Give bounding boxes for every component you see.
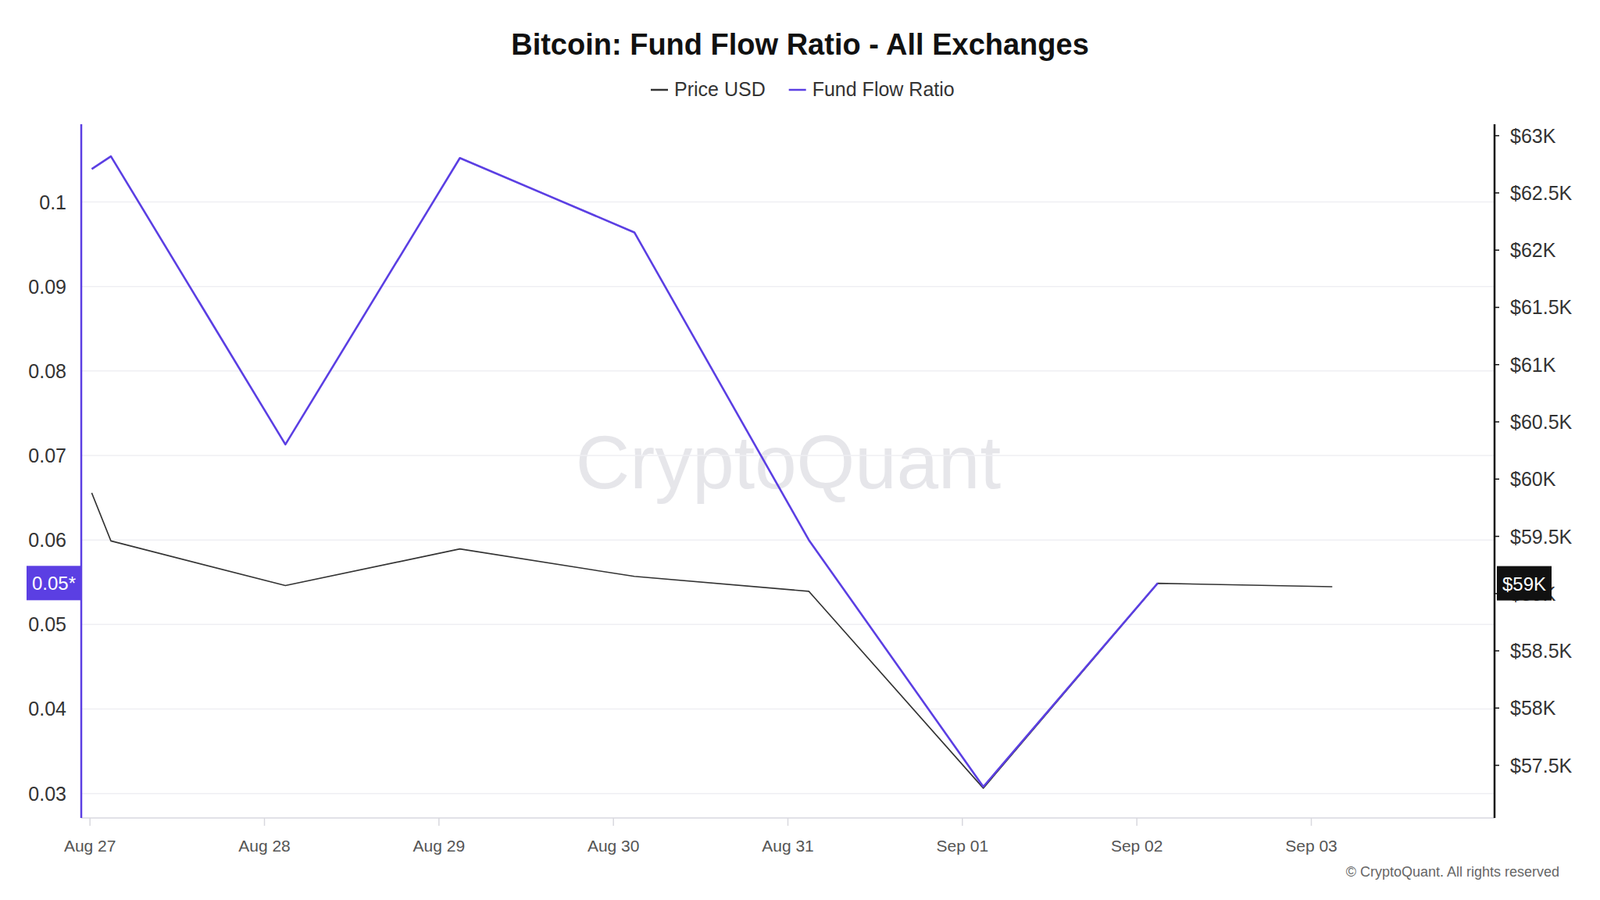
y-tick-label: 0.03 xyxy=(28,782,67,805)
series-line xyxy=(91,156,1158,787)
grid-line xyxy=(81,370,1495,372)
y-tick-label: 0.07 xyxy=(28,444,67,467)
value-marker-label: 0.05* xyxy=(32,572,76,594)
y2-tick-label: $58.5K xyxy=(1510,639,1573,662)
x-tick-label: Aug 27 xyxy=(64,836,117,855)
legend-swatch xyxy=(650,89,668,92)
grid-line xyxy=(81,624,1495,626)
y-tick-label: 0.05 xyxy=(28,613,67,636)
x-tick xyxy=(787,817,790,826)
x-tick-label: Aug 31 xyxy=(761,836,815,855)
x-tick xyxy=(612,817,615,826)
x-tick xyxy=(264,817,266,826)
x-tick xyxy=(1310,817,1313,826)
y2-tick-label: $60.5K xyxy=(1510,410,1573,433)
grid-line xyxy=(81,201,1495,204)
legend: Price USD Fund Flow Ratio xyxy=(650,78,955,100)
plot-area xyxy=(91,156,1333,789)
grid-line xyxy=(81,454,1495,457)
y2-tick-label: $58K xyxy=(1510,696,1557,719)
legend-swatch xyxy=(789,89,807,92)
y2-tick-label: $62K xyxy=(1510,239,1557,261)
source: © CryptoQuant. All rights reserved xyxy=(1346,864,1560,880)
grid-line xyxy=(81,708,1495,711)
y-tick-label: 0.04 xyxy=(28,697,67,720)
chart: Bitcoin: Fund Flow Ratio - All Exchanges… xyxy=(0,0,1600,900)
y2-tick-label: $62.5K xyxy=(1510,182,1573,204)
x-tick-label: Aug 29 xyxy=(413,836,466,855)
x-tick-label: Aug 28 xyxy=(238,836,291,855)
series-line xyxy=(91,492,1333,789)
x-tick xyxy=(1135,817,1138,826)
y-tick-label: 0.06 xyxy=(28,528,67,551)
x-tick-label: Aug 30 xyxy=(587,836,640,855)
x-tick-label: Sep 03 xyxy=(1285,836,1338,855)
y-tick-label: 0.1 xyxy=(39,191,67,214)
x-tick xyxy=(89,817,91,826)
y2-tick-label: $61.5K xyxy=(1510,296,1573,318)
background xyxy=(0,0,1600,900)
value-marker xyxy=(26,565,82,600)
value-marker xyxy=(1496,566,1552,601)
y-tick-label: 0.09 xyxy=(28,275,67,298)
grid-line xyxy=(81,539,1495,541)
value-marker-label: $59K xyxy=(1502,573,1547,595)
legend-label: Price USD xyxy=(674,78,766,100)
y-tick-label: 0.08 xyxy=(28,360,67,383)
grid-line xyxy=(81,285,1495,288)
title: Bitcoin: Fund Flow Ratio - All Exchanges xyxy=(510,28,1090,61)
y2-tick-label: $60K xyxy=(1510,467,1557,490)
y2-tick-label: $57.5K xyxy=(1510,754,1573,777)
y2-tick-label: $59.5K xyxy=(1510,525,1573,548)
watermark: CryptoQuant xyxy=(575,420,1001,504)
y2-tick-label: $61K xyxy=(1510,353,1557,376)
legend-label: Fund Flow Ratio xyxy=(812,78,955,100)
y2-axis xyxy=(1493,124,1497,818)
grid-line xyxy=(81,792,1495,795)
x-tick-label: Sep 01 xyxy=(936,836,990,855)
x-tick-label: Sep 02 xyxy=(1110,836,1164,855)
y2-tick-label: $63K xyxy=(1510,125,1557,147)
x-tick xyxy=(961,817,964,826)
x-tick xyxy=(438,817,440,826)
y-axis xyxy=(80,124,83,818)
